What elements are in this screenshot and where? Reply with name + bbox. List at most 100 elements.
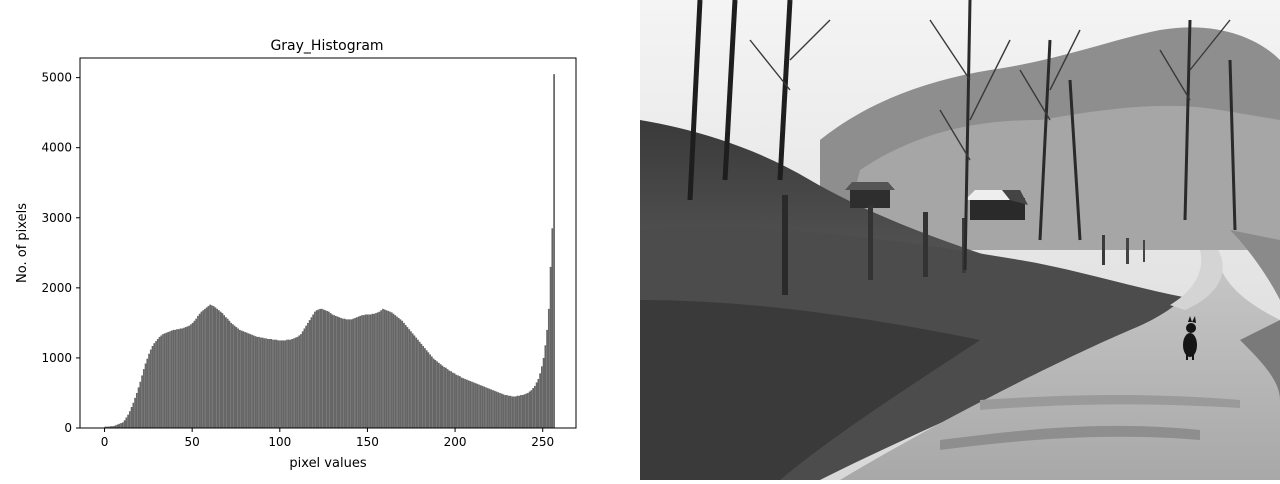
- histogram-bar: [272, 339, 274, 428]
- histogram-bar: [324, 310, 327, 428]
- histogram-bar: [511, 396, 514, 428]
- histogram-bar: [340, 317, 342, 428]
- histogram-bar: [488, 388, 491, 428]
- histogram-bar: [270, 339, 273, 428]
- histogram-bar: [113, 425, 116, 428]
- histogram-bar: [499, 392, 501, 428]
- histogram-bar: [469, 381, 472, 428]
- histogram-bar: [396, 316, 398, 428]
- histogram-bar: [233, 325, 236, 428]
- histogram-bar: [142, 369, 145, 428]
- histogram-bar: [382, 308, 384, 428]
- histogram-bar: [329, 313, 332, 428]
- histogram-bar: [369, 314, 372, 428]
- landscape-photo-icon: [640, 0, 1280, 480]
- histogram-bar: [245, 332, 248, 428]
- histogram-bar: [432, 358, 435, 429]
- histogram-bar: [300, 334, 302, 428]
- histogram-bar: [198, 313, 201, 428]
- histogram-bar: [534, 385, 536, 428]
- histogram-bar: [209, 304, 212, 428]
- histogram-bar: [130, 406, 133, 428]
- histogram-bar: [380, 310, 383, 428]
- histogram-bar: [170, 330, 173, 428]
- histogram-bar: [504, 395, 507, 428]
- histogram-bar: [251, 334, 253, 428]
- x-tick-label: 50: [185, 435, 200, 449]
- x-axis: 0 50 100 150 200 250: [101, 428, 554, 449]
- histogram-bar: [223, 315, 225, 428]
- histogram-bar: [422, 346, 425, 428]
- histogram-bar: [539, 373, 541, 428]
- histogram-bar: [415, 337, 418, 428]
- histogram-bar: [218, 310, 220, 428]
- histogram-bar: [123, 420, 126, 428]
- histogram-bar: [500, 393, 503, 428]
- histogram-bar: [458, 376, 461, 428]
- histogram-bar: [254, 336, 257, 428]
- histogram-bar: [275, 339, 278, 428]
- histogram-bar: [193, 320, 196, 428]
- histogram-bar: [219, 311, 222, 428]
- histogram-bar: [546, 329, 548, 428]
- histogram-bar: [106, 426, 109, 428]
- histogram-bar: [328, 311, 330, 428]
- histogram-bar: [179, 328, 182, 428]
- histogram-bar: [265, 338, 267, 428]
- histogram-bar: [125, 417, 128, 428]
- histogram-bar: [315, 310, 318, 428]
- histogram-bar: [149, 349, 152, 428]
- histogram-bar: [280, 340, 283, 428]
- histogram-bar: [483, 386, 486, 428]
- histogram-bar: [221, 313, 224, 428]
- histogram-bar: [492, 390, 494, 428]
- histogram-bar: [214, 307, 217, 428]
- histogram-bar: [334, 315, 337, 428]
- histogram-bar: [141, 375, 143, 428]
- histogram-bar: [291, 339, 294, 428]
- histogram-bar: [530, 390, 533, 428]
- histogram-bar: [228, 320, 231, 428]
- histogram-bar: [357, 316, 360, 428]
- histogram-bar: [197, 315, 199, 428]
- histogram-bar: [359, 315, 362, 428]
- histogram-bar: [205, 307, 208, 428]
- histogram-bar: [249, 334, 252, 428]
- histogram-bar: [116, 424, 119, 428]
- histogram-bar: [146, 358, 149, 429]
- histogram-bar: [516, 395, 519, 428]
- histogram-bar: [410, 331, 412, 428]
- histogram-bar: [230, 322, 232, 428]
- histogram-bar: [279, 340, 281, 428]
- histogram-bar: [385, 310, 388, 428]
- histogram-bar: [169, 331, 171, 428]
- histogram-bar: [467, 380, 470, 428]
- histogram-bar: [305, 325, 308, 428]
- histogram-bar: [244, 332, 246, 428]
- histogram-bar: [322, 309, 325, 428]
- histogram-bar: [401, 320, 404, 428]
- histogram-bar: [151, 346, 154, 428]
- histogram-bar: [303, 328, 306, 428]
- histogram-bar: [307, 322, 309, 428]
- histogram-bar: [108, 426, 110, 428]
- histogram-bar: [336, 316, 339, 428]
- histogram-bar: [163, 333, 166, 428]
- histogram-bar: [399, 319, 402, 428]
- histogram-bar: [383, 309, 386, 428]
- y-tick-label: 3000: [41, 211, 72, 225]
- histogram-bar: [191, 322, 194, 428]
- histogram-bar: [472, 382, 475, 428]
- histogram-bar: [118, 423, 121, 428]
- histogram-bar: [371, 313, 374, 428]
- histogram-bar: [128, 411, 131, 428]
- histogram-bar: [436, 361, 438, 428]
- histogram-bar: [319, 308, 322, 428]
- histogram-bar: [528, 391, 531, 428]
- histogram-chart: Gray_Histogram 0 50 100 150 200 250 0 1000 2000…: [0, 0, 640, 480]
- histogram-bar: [502, 394, 505, 428]
- histogram-bar: [167, 332, 170, 428]
- histogram-bar: [411, 333, 414, 428]
- histogram-bar: [514, 396, 517, 428]
- histogram-bar: [258, 336, 260, 428]
